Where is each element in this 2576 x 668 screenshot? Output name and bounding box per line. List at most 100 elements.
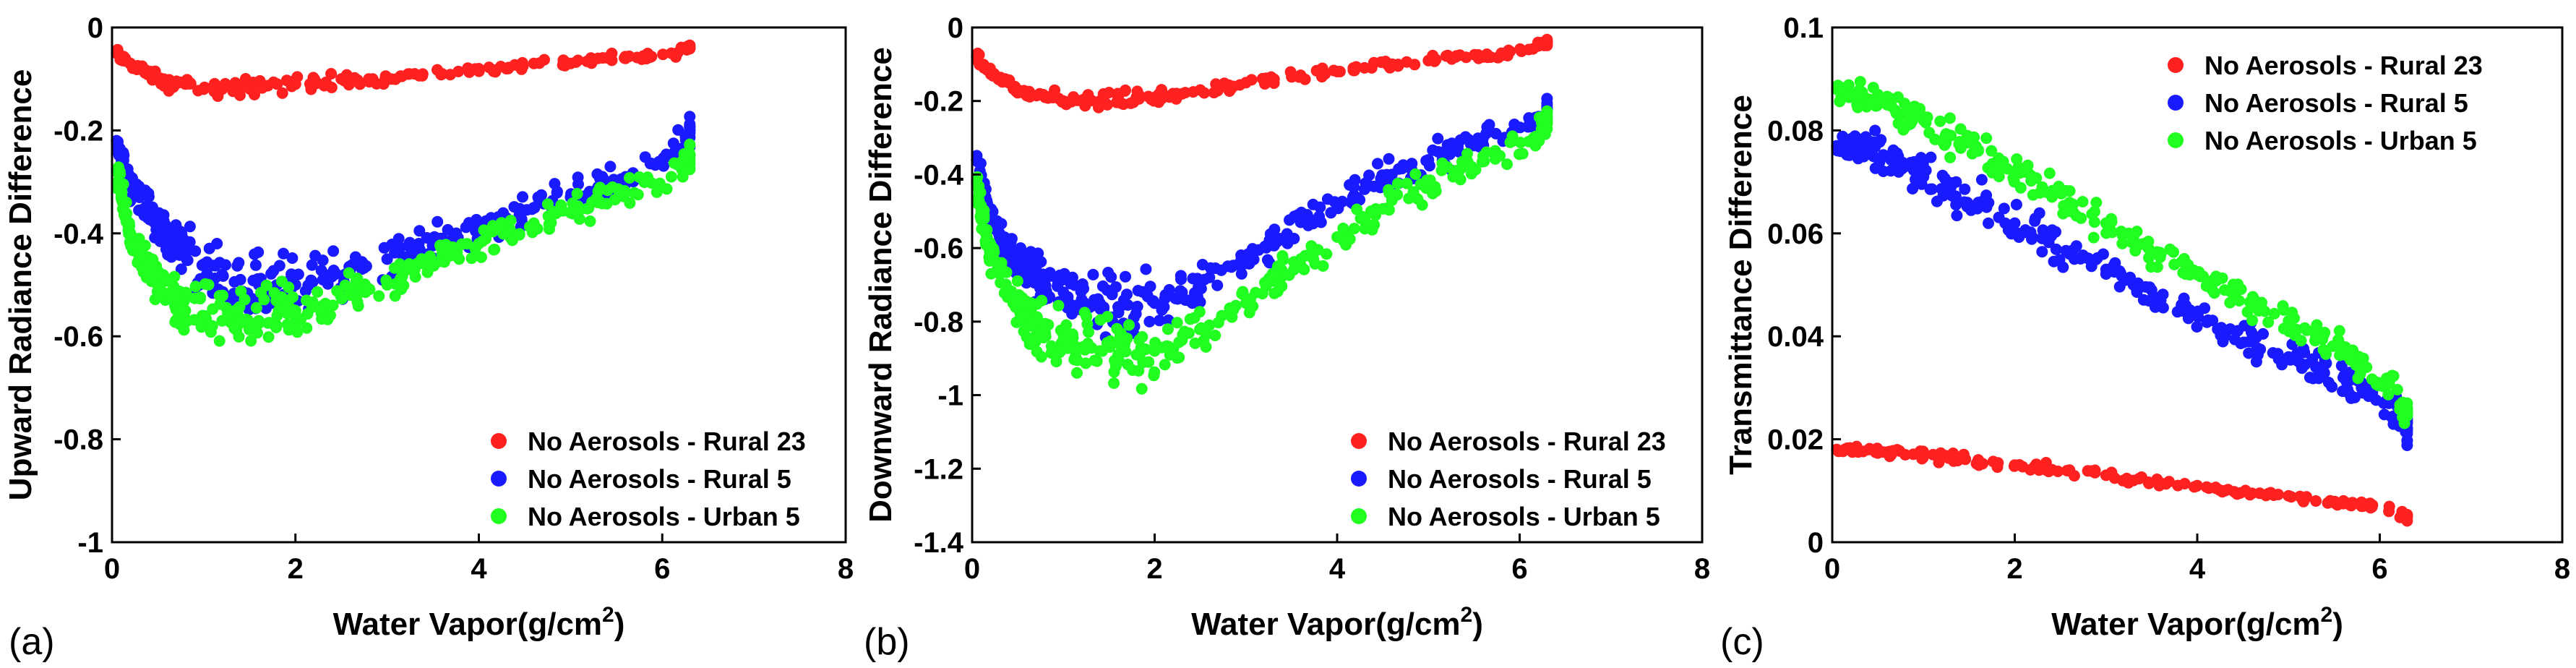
data-point bbox=[1060, 319, 1073, 331]
data-point bbox=[1176, 87, 1188, 100]
data-point bbox=[1277, 254, 1289, 266]
data-point bbox=[2036, 246, 2048, 258]
data-point bbox=[194, 293, 206, 305]
data-point bbox=[1372, 158, 1383, 170]
data-point bbox=[1045, 347, 1057, 359]
data-point bbox=[1123, 319, 1135, 331]
data-point bbox=[2286, 338, 2298, 351]
legend-marker bbox=[491, 471, 507, 487]
data-point bbox=[136, 60, 148, 72]
data-point bbox=[1036, 294, 1048, 307]
data-point bbox=[643, 51, 656, 64]
data-point bbox=[1501, 158, 1513, 171]
data-point bbox=[1321, 193, 1334, 205]
data-point bbox=[1250, 286, 1262, 299]
data-point bbox=[327, 245, 340, 257]
data-point bbox=[995, 277, 1007, 288]
data-point bbox=[1268, 73, 1280, 85]
data-point bbox=[1078, 307, 1091, 319]
data-point bbox=[1133, 364, 1145, 377]
data-point bbox=[1392, 59, 1404, 72]
data-point bbox=[413, 244, 426, 256]
data-point bbox=[1937, 189, 1949, 202]
data-point bbox=[1396, 163, 1408, 175]
data-point bbox=[1899, 98, 1911, 110]
data-point bbox=[385, 73, 398, 85]
y-tick-label: 0.04 bbox=[1767, 321, 1824, 353]
x-tick-label: 6 bbox=[654, 553, 670, 585]
data-point bbox=[312, 286, 324, 298]
data-point bbox=[2371, 378, 2382, 390]
data-point bbox=[1963, 137, 1975, 149]
data-point bbox=[189, 281, 202, 293]
data-point bbox=[1483, 51, 1495, 63]
data-point bbox=[2163, 476, 2175, 488]
data-point bbox=[1349, 174, 1361, 186]
data-point bbox=[162, 287, 174, 299]
data-point bbox=[1131, 301, 1143, 312]
y-tick-label: -0.2 bbox=[914, 86, 963, 118]
data-point bbox=[1178, 325, 1190, 338]
data-point bbox=[531, 223, 544, 235]
data-point bbox=[1541, 106, 1553, 119]
data-point bbox=[113, 166, 125, 179]
data-point bbox=[286, 252, 299, 264]
data-point bbox=[1184, 313, 1196, 325]
y-tick-label: -0.4 bbox=[914, 159, 964, 191]
data-point bbox=[1120, 270, 1131, 283]
x-tick-label: 2 bbox=[2006, 553, 2022, 585]
data-point bbox=[1042, 92, 1055, 104]
data-point bbox=[2335, 359, 2348, 372]
data-point bbox=[134, 184, 146, 196]
data-point bbox=[2256, 296, 2267, 309]
data-point bbox=[217, 289, 229, 301]
data-point bbox=[1946, 177, 1958, 189]
data-point bbox=[249, 259, 262, 271]
legend-marker bbox=[1351, 508, 1367, 524]
data-point bbox=[1383, 153, 1395, 165]
data-point bbox=[465, 252, 478, 265]
data-point bbox=[2285, 491, 2297, 503]
data-point bbox=[253, 317, 265, 330]
data-point bbox=[1365, 205, 1377, 218]
data-point bbox=[1162, 323, 1174, 335]
data-point bbox=[2131, 226, 2143, 238]
data-point bbox=[488, 244, 500, 256]
panel-letter: (c) bbox=[1720, 621, 1764, 663]
data-point bbox=[2333, 325, 2345, 337]
data-point bbox=[161, 275, 173, 287]
data-point bbox=[262, 317, 274, 329]
data-point bbox=[1078, 283, 1089, 295]
data-point bbox=[1227, 304, 1240, 316]
data-point bbox=[1248, 253, 1260, 265]
data-point bbox=[1360, 216, 1372, 228]
data-point bbox=[1427, 187, 1439, 200]
data-point bbox=[2115, 226, 2127, 238]
data-point bbox=[1161, 340, 1172, 352]
x-axis-label: Water Vapor(g/cm2) bbox=[1191, 603, 1483, 642]
data-point bbox=[1121, 288, 1133, 301]
data-point bbox=[1205, 262, 1216, 274]
data-point bbox=[273, 260, 285, 272]
data-point bbox=[199, 310, 211, 322]
data-point bbox=[2272, 348, 2284, 360]
data-point bbox=[1175, 270, 1187, 282]
data-point bbox=[2030, 172, 2043, 184]
data-point bbox=[601, 197, 613, 210]
data-point bbox=[1850, 440, 1863, 453]
data-point bbox=[281, 318, 293, 330]
data-point bbox=[2064, 465, 2076, 477]
data-point bbox=[473, 65, 485, 77]
data-point bbox=[601, 184, 614, 197]
data-point bbox=[1115, 346, 1127, 359]
data-point bbox=[661, 183, 673, 195]
data-point bbox=[1136, 286, 1149, 298]
data-point bbox=[1424, 174, 1436, 187]
data-point bbox=[258, 294, 270, 306]
data-point bbox=[327, 265, 340, 276]
data-point bbox=[1023, 85, 1035, 98]
data-point bbox=[1284, 214, 1295, 226]
data-point bbox=[506, 234, 518, 246]
y-axis-label: Transmittance Difference bbox=[1723, 95, 1759, 475]
